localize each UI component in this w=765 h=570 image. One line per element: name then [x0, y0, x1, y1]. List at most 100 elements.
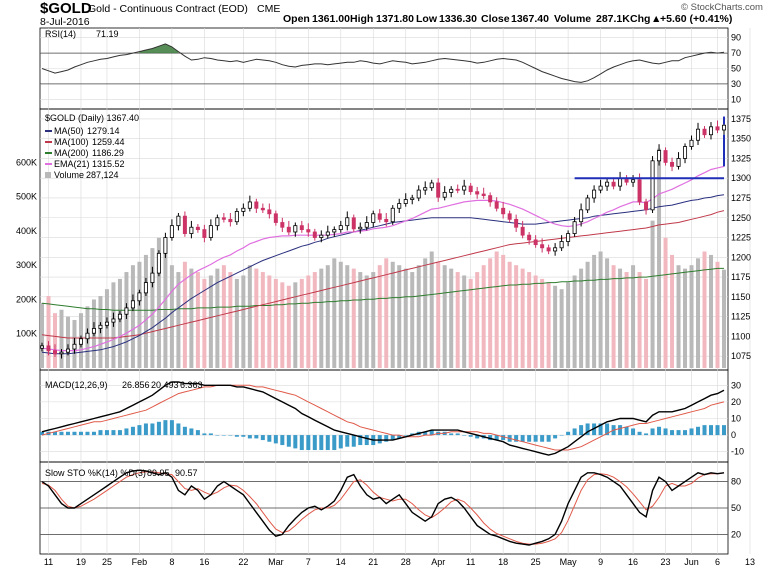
macd-histogram-bar	[410, 433, 415, 436]
legend-volume-name: Volume	[54, 170, 84, 180]
candle-body	[137, 292, 142, 302]
volume-bar	[507, 261, 512, 368]
macd-histogram-bar	[351, 435, 356, 447]
x-tick-label: Jun	[684, 557, 699, 567]
y-tick-label: 1375	[731, 114, 751, 124]
y-tick-label: 1125	[731, 312, 750, 322]
candle-body	[46, 345, 51, 352]
volume-bar	[540, 278, 545, 368]
macd-histogram-bar	[520, 435, 525, 442]
volume-bar	[592, 254, 597, 368]
volume-bar	[644, 278, 649, 368]
rsi-label: RSI(14) 71.19	[45, 29, 119, 39]
x-tick-label: 18	[498, 557, 508, 567]
macd-histogram-bar	[559, 435, 564, 436]
candle-body	[215, 217, 220, 227]
volume-bar	[124, 272, 129, 368]
macd-histogram-bar	[663, 428, 668, 436]
volume-bar	[52, 313, 57, 368]
volume-bar	[488, 258, 493, 368]
y-tick-label: 1175	[731, 272, 750, 282]
volume-bar	[351, 268, 356, 368]
volume-bar	[715, 261, 720, 368]
macd-histogram-bar	[384, 435, 389, 442]
volume-bar	[475, 272, 480, 368]
macd-histogram-bar	[182, 426, 187, 436]
macd-histogram-bar	[514, 435, 519, 442]
candle-body	[397, 203, 402, 209]
macd-histogram-bar	[345, 435, 350, 447]
sto-label-text: Slow STO %K(14) %D(3)	[45, 468, 146, 478]
volume-tick-label: 200K	[16, 294, 37, 304]
volume-bar	[234, 278, 239, 368]
candle-body	[423, 187, 428, 191]
macd-histogram-bar	[130, 426, 135, 436]
candle-body	[540, 244, 545, 249]
macd-histogram-bar	[65, 431, 70, 436]
macd-histogram-bar	[267, 435, 272, 442]
macd-histogram-bar	[618, 425, 623, 436]
y-tick-label: 70	[731, 48, 741, 58]
macd-histogram-bar	[709, 425, 714, 436]
volume-tick-label: 500K	[16, 192, 37, 202]
candle-body	[182, 215, 187, 234]
candle-body	[384, 218, 389, 223]
candle-body	[702, 128, 707, 136]
x-tick-label: Feb	[132, 557, 148, 567]
volume-bar	[416, 265, 421, 368]
macd-histogram-bar	[683, 430, 688, 436]
candle-body	[650, 160, 655, 211]
candle-body	[163, 237, 168, 254]
change-label: Chg	[630, 13, 650, 25]
rsi-line	[41, 43, 725, 83]
candle-body	[559, 241, 564, 249]
volume-bar	[481, 265, 486, 368]
candle-body	[273, 213, 278, 223]
candle-body	[358, 226, 363, 230]
candle-body	[377, 213, 382, 220]
candle-body	[72, 343, 77, 350]
volume-label: Volume	[554, 13, 591, 25]
candle-body	[514, 218, 519, 228]
x-tick-label: 13	[745, 557, 755, 567]
volume-tick-label: 400K	[16, 226, 37, 236]
volume-bar	[611, 265, 616, 368]
candle-body	[715, 126, 720, 131]
candle-body	[228, 218, 233, 223]
volume-bar	[176, 272, 181, 368]
legend-ma100-name: MA(100)	[54, 137, 89, 147]
x-tick-label: 21	[368, 557, 378, 567]
volume-bar	[449, 268, 454, 368]
x-tick-label: 11	[466, 557, 475, 567]
rsi-label-value: 71.19	[96, 29, 119, 39]
candle-body	[553, 247, 558, 252]
candle-body	[494, 201, 499, 209]
macd-histogram-bar	[702, 425, 707, 436]
volume-bar	[104, 289, 109, 368]
macd-histogram-bar	[189, 428, 194, 436]
chart-exchange: CME	[257, 3, 280, 15]
change-value: +5.60 (+0.41%)	[660, 13, 732, 25]
volume-bar	[709, 254, 714, 368]
macd-histogram-bar	[247, 435, 252, 439]
volume-bar	[657, 148, 662, 368]
volume-bar	[189, 268, 194, 368]
copyright-notice: © StockCharts.com	[681, 2, 763, 13]
candle-body	[481, 193, 486, 197]
volume-bar	[169, 265, 174, 368]
candle-body	[319, 234, 324, 238]
volume-bar	[527, 272, 532, 368]
macd-histogram-bar	[137, 425, 142, 436]
candle-body	[306, 229, 311, 233]
macd-histogram-bar	[306, 435, 311, 451]
macd-histogram-bar	[579, 425, 584, 436]
macd-histogram-bar	[78, 431, 83, 436]
macd-histogram-bar	[91, 431, 96, 436]
volume-bar	[182, 261, 187, 368]
candle-body	[338, 225, 343, 231]
volume-value: 287.1K	[596, 13, 630, 25]
candle-body	[455, 188, 460, 191]
candle-body	[488, 195, 493, 203]
candle-body	[527, 234, 532, 241]
candle-body	[221, 217, 226, 220]
